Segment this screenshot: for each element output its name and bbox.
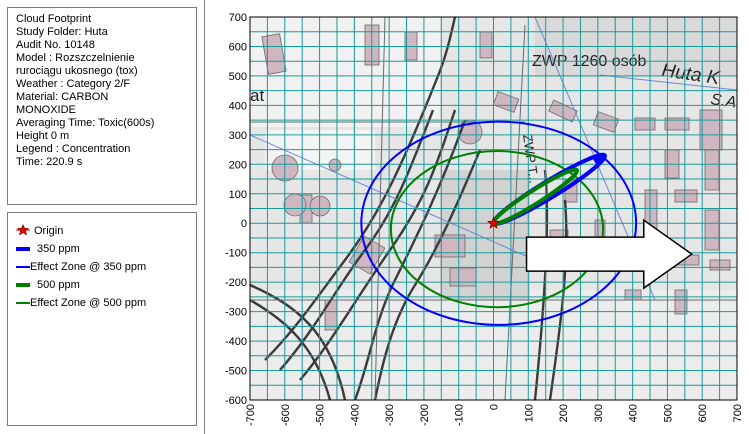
x-tick-label: 400 xyxy=(628,404,640,422)
thin-line-swatch-icon xyxy=(16,266,30,268)
study-info-box: Cloud Footprint Study Folder: Huta Audit N… xyxy=(7,7,197,205)
legend-label: Effect Zone @ 350 ppm xyxy=(30,261,147,273)
grid-layer xyxy=(249,16,738,401)
legend-item: Origin xyxy=(16,222,196,240)
info-line: Model : Rozszczelnienie xyxy=(16,52,135,64)
plot-frame xyxy=(249,16,738,401)
origin-layer xyxy=(487,216,500,229)
x-axis-tick-labels: -700 -600 -500 -400 -300 -200 -100 0 100 200 300 40… xyxy=(245,404,744,426)
y-tick-label: -200 xyxy=(225,277,247,289)
x-tick-label: -600 xyxy=(280,404,292,426)
left-panel: Cloud Footprint Study Folder: Huta Audit N… xyxy=(0,0,205,434)
y-tick-label: 0 xyxy=(241,218,247,230)
y-tick-label: -100 xyxy=(225,248,247,260)
info-line: Height 0 m xyxy=(16,130,70,142)
legend-box: Origin 350 ppm Effect Zone @ 350 ppm 500 pp… xyxy=(7,212,197,426)
info-line: Audit No. 10148 xyxy=(16,39,95,51)
thick-line-swatch-icon xyxy=(16,283,30,287)
x-tick-label: -500 xyxy=(315,404,327,426)
origin-star-icon xyxy=(16,223,30,239)
info-line: Averaging Time: Toxic(600s) xyxy=(16,117,155,129)
legend-label: 350 ppm xyxy=(37,243,80,255)
map-label-sa: S.A xyxy=(709,91,737,111)
y-tick-label: 500 xyxy=(229,71,247,83)
x-tick-label: 600 xyxy=(697,404,709,422)
wind-arrow-layer xyxy=(525,218,694,290)
legend-item: 350 ppm xyxy=(16,240,196,258)
thick-line-swatch-icon xyxy=(16,247,30,251)
x-tick-label: 500 xyxy=(662,404,674,422)
effect-zone-0 xyxy=(360,120,638,326)
x-tick-label: 100 xyxy=(523,404,535,422)
info-line: rurociągu ukosnego (tox) xyxy=(16,65,138,77)
info-line: Cloud Footprint xyxy=(16,13,92,25)
y-tick-label: 400 xyxy=(229,100,247,112)
legend-label: 500 ppm xyxy=(37,279,80,291)
legend-item: Effect Zone @ 350 ppm xyxy=(16,258,196,276)
info-line: MONOXIDE xyxy=(16,104,76,116)
info-line: Study Folder: Huta xyxy=(16,26,108,38)
x-tick-label: 0 xyxy=(489,404,501,410)
y-tick-label: -500 xyxy=(225,366,247,378)
x-tick-label: -400 xyxy=(349,404,361,426)
info-line: Weather : Category 2/F xyxy=(16,78,131,90)
x-tick-label: 300 xyxy=(593,404,605,422)
origin-star-icon xyxy=(487,216,500,229)
info-line: Time: 220.9 s xyxy=(16,156,83,168)
x-tick-label: -700 xyxy=(245,404,257,426)
legend-item: 500 ppm xyxy=(16,276,196,294)
y-tick-label: -300 xyxy=(225,307,247,319)
y-tick-label: 200 xyxy=(229,159,247,171)
x-tick-label: -300 xyxy=(384,404,396,426)
cloud-footprint-map[interactable]: ZWP 1260 osób Huta K S.A at ZWP T... 700… xyxy=(205,0,749,434)
y-tick-label: 100 xyxy=(229,189,247,201)
thin-line-swatch-icon xyxy=(16,302,30,304)
x-tick-label: 700 xyxy=(732,404,744,422)
y-tick-label: -400 xyxy=(225,336,247,348)
wind-direction-arrow-icon xyxy=(525,218,694,290)
map-label-zwp-vertical: ZWP T... xyxy=(520,133,542,184)
legend-label: Origin xyxy=(34,225,64,237)
y-axis-tick-labels: 700 600 500 400 300 200 100 0 -100 -200 -300 -400 -5… xyxy=(225,12,247,407)
info-line: Material: CARBON xyxy=(16,91,109,103)
cloud-arrowhead-icon xyxy=(590,155,605,168)
y-tick-label: 300 xyxy=(229,130,247,142)
info-line: Legend : Concentration xyxy=(16,143,131,155)
effect-zones-layer xyxy=(360,120,638,326)
effect-zone-1 xyxy=(389,150,605,309)
y-tick-label: 700 xyxy=(229,12,247,24)
legend-item: Effect Zone @ 500 ppm xyxy=(16,294,196,312)
x-tick-label: -200 xyxy=(419,404,431,426)
map-label-at: at xyxy=(250,86,264,105)
legend-label: Effect Zone @ 500 ppm xyxy=(30,297,147,309)
y-tick-label: 600 xyxy=(229,41,247,53)
y-tick-label: -600 xyxy=(225,395,247,407)
x-tick-label: -100 xyxy=(454,404,466,426)
x-tick-label: 200 xyxy=(558,404,570,422)
